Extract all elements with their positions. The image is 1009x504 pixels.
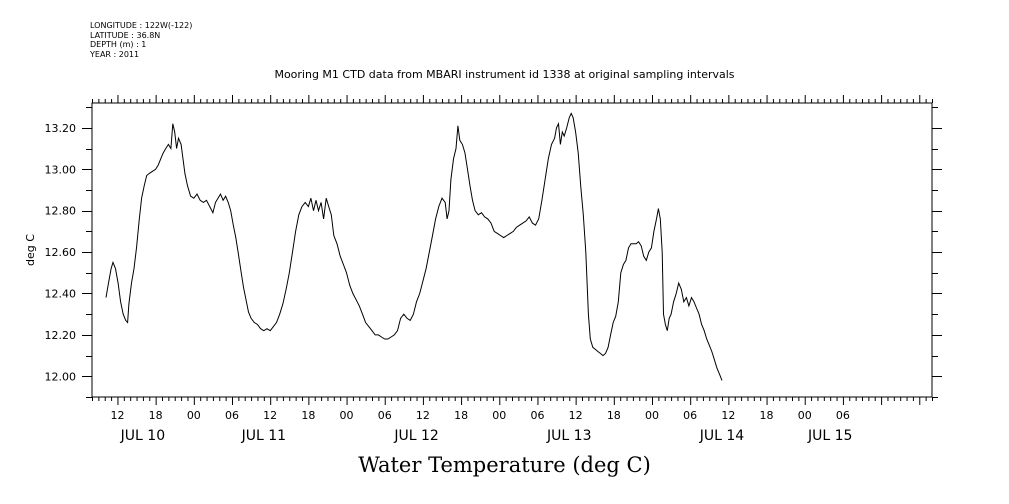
y-tick-label: 13.20 <box>45 122 77 135</box>
x-tick-label: 06 <box>530 409 544 422</box>
x-tick-label: 18 <box>301 409 315 422</box>
x-tick-label: 12 <box>569 409 583 422</box>
x-tick-label: 18 <box>607 409 621 422</box>
x-tick-label: 18 <box>149 409 163 422</box>
date-label: JUL 11 <box>241 428 286 444</box>
x-axis-label: Water Temperature (deg C) <box>358 453 651 477</box>
x-tick-label: 00 <box>798 409 812 422</box>
latitude-label: LATITUDE : 36.8N <box>90 30 161 40</box>
year-label: YEAR : 2011 <box>90 49 140 59</box>
y-axis-label: deg C <box>24 234 37 266</box>
x-tick-label: 06 <box>225 409 239 422</box>
x-tick-label: 12 <box>721 409 735 422</box>
x-tick-labels: 12 18 00 06 12 18 00 06 12 18 00 06 12 18 00 06 12 18 00 06 <box>110 409 849 422</box>
x-tick-label: 12 <box>416 409 430 422</box>
y-tick-label: 12.40 <box>45 287 77 300</box>
x-tick-label: 00 <box>340 409 354 422</box>
x-tick-label: 06 <box>683 409 697 422</box>
x-tick-label: 06 <box>836 409 850 422</box>
chart-title: Mooring M1 CTD data from MBARI instrumen… <box>274 68 735 81</box>
axis-ticks <box>82 95 942 405</box>
date-label: JUL 10 <box>120 428 165 444</box>
y-tick-label: 12.20 <box>45 329 77 342</box>
x-tick-label: 12 <box>110 409 124 422</box>
plot-frame <box>91 102 933 398</box>
x-tick-label: 00 <box>645 409 659 422</box>
date-label: JUL 12 <box>393 428 438 444</box>
x-tick-label: 06 <box>378 409 392 422</box>
x-tick-label: 00 <box>492 409 506 422</box>
longitude-label: LONGITUDE : 122W(-122) <box>90 21 193 30</box>
temperature-line <box>105 112 723 381</box>
y-tick-label: 12.80 <box>45 205 77 218</box>
date-label: JUL 14 <box>699 428 745 444</box>
y-tick-label: 13.00 <box>45 163 77 176</box>
y-tick-label: 12.00 <box>45 370 77 383</box>
x-tick-label: 18 <box>760 409 774 422</box>
y-tick-labels: 12.00 12.20 12.40 12.60 12.80 13.00 13.20 <box>45 122 77 383</box>
x-tick-label: 00 <box>187 409 201 422</box>
date-labels: JUL 10 JUL 11 JUL 12 JUL 13 JUL 14 JUL 15 <box>120 428 853 444</box>
x-tick-label: 12 <box>263 409 277 422</box>
depth-label: DEPTH (m) : 1 <box>90 40 147 49</box>
date-label: JUL 13 <box>546 428 591 444</box>
y-tick-label: 12.60 <box>45 246 77 259</box>
station-metadata: LONGITUDE : 122W(-122) LATITUDE : 36.8N … <box>90 21 192 59</box>
date-label: JUL 15 <box>807 428 852 444</box>
x-tick-label: 18 <box>454 409 468 422</box>
